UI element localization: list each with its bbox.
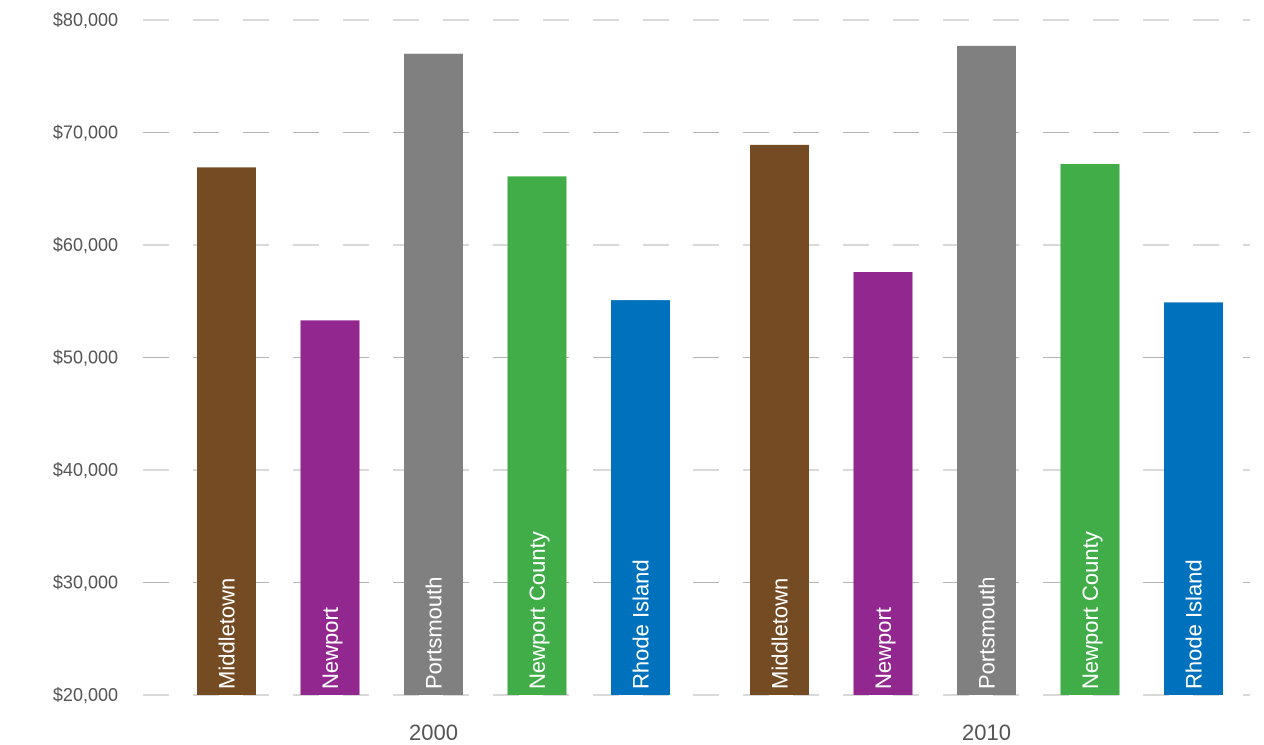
y-tick-label: $30,000	[53, 573, 118, 593]
y-tick-label: $50,000	[53, 348, 118, 368]
y-tick-label: $60,000	[53, 235, 118, 255]
bar-label: Portsmouth	[422, 577, 447, 690]
x-axis: 2000 2010	[409, 720, 1011, 745]
bars: Middletown Newport Portsmouth Newport Count…	[197, 45, 1223, 695]
y-axis: $20,000 $30,000 $40,000 $50,000 $60,000 $70,0…	[53, 10, 118, 705]
y-tick-label: $70,000	[53, 123, 118, 143]
y-tick-label: $20,000	[53, 685, 118, 705]
bar	[750, 144, 809, 695]
bar	[1060, 164, 1120, 695]
y-tick-label: $80,000	[53, 10, 118, 30]
bar	[611, 300, 670, 695]
bar	[957, 45, 1016, 695]
bar	[300, 320, 360, 695]
bar-label: Middletown	[215, 578, 240, 689]
bar-label: Newport County	[525, 531, 550, 689]
bar-label: Newport County	[1078, 531, 1103, 689]
bar	[507, 176, 567, 695]
bar-label: Portsmouth	[975, 577, 1000, 690]
bar	[853, 272, 913, 695]
bar	[197, 167, 256, 695]
bar-label: Newport	[871, 607, 896, 689]
x-category-label: 2010	[962, 720, 1011, 745]
y-tick-label: $40,000	[53, 460, 118, 480]
bar-label: Middletown	[768, 578, 793, 689]
bar-label: Rhode Island	[1182, 559, 1207, 689]
bar	[1164, 302, 1223, 695]
bar-label: Newport	[318, 607, 343, 689]
x-category-label: 2000	[409, 720, 458, 745]
bar-label: Rhode Island	[629, 559, 654, 689]
bar	[404, 53, 463, 695]
